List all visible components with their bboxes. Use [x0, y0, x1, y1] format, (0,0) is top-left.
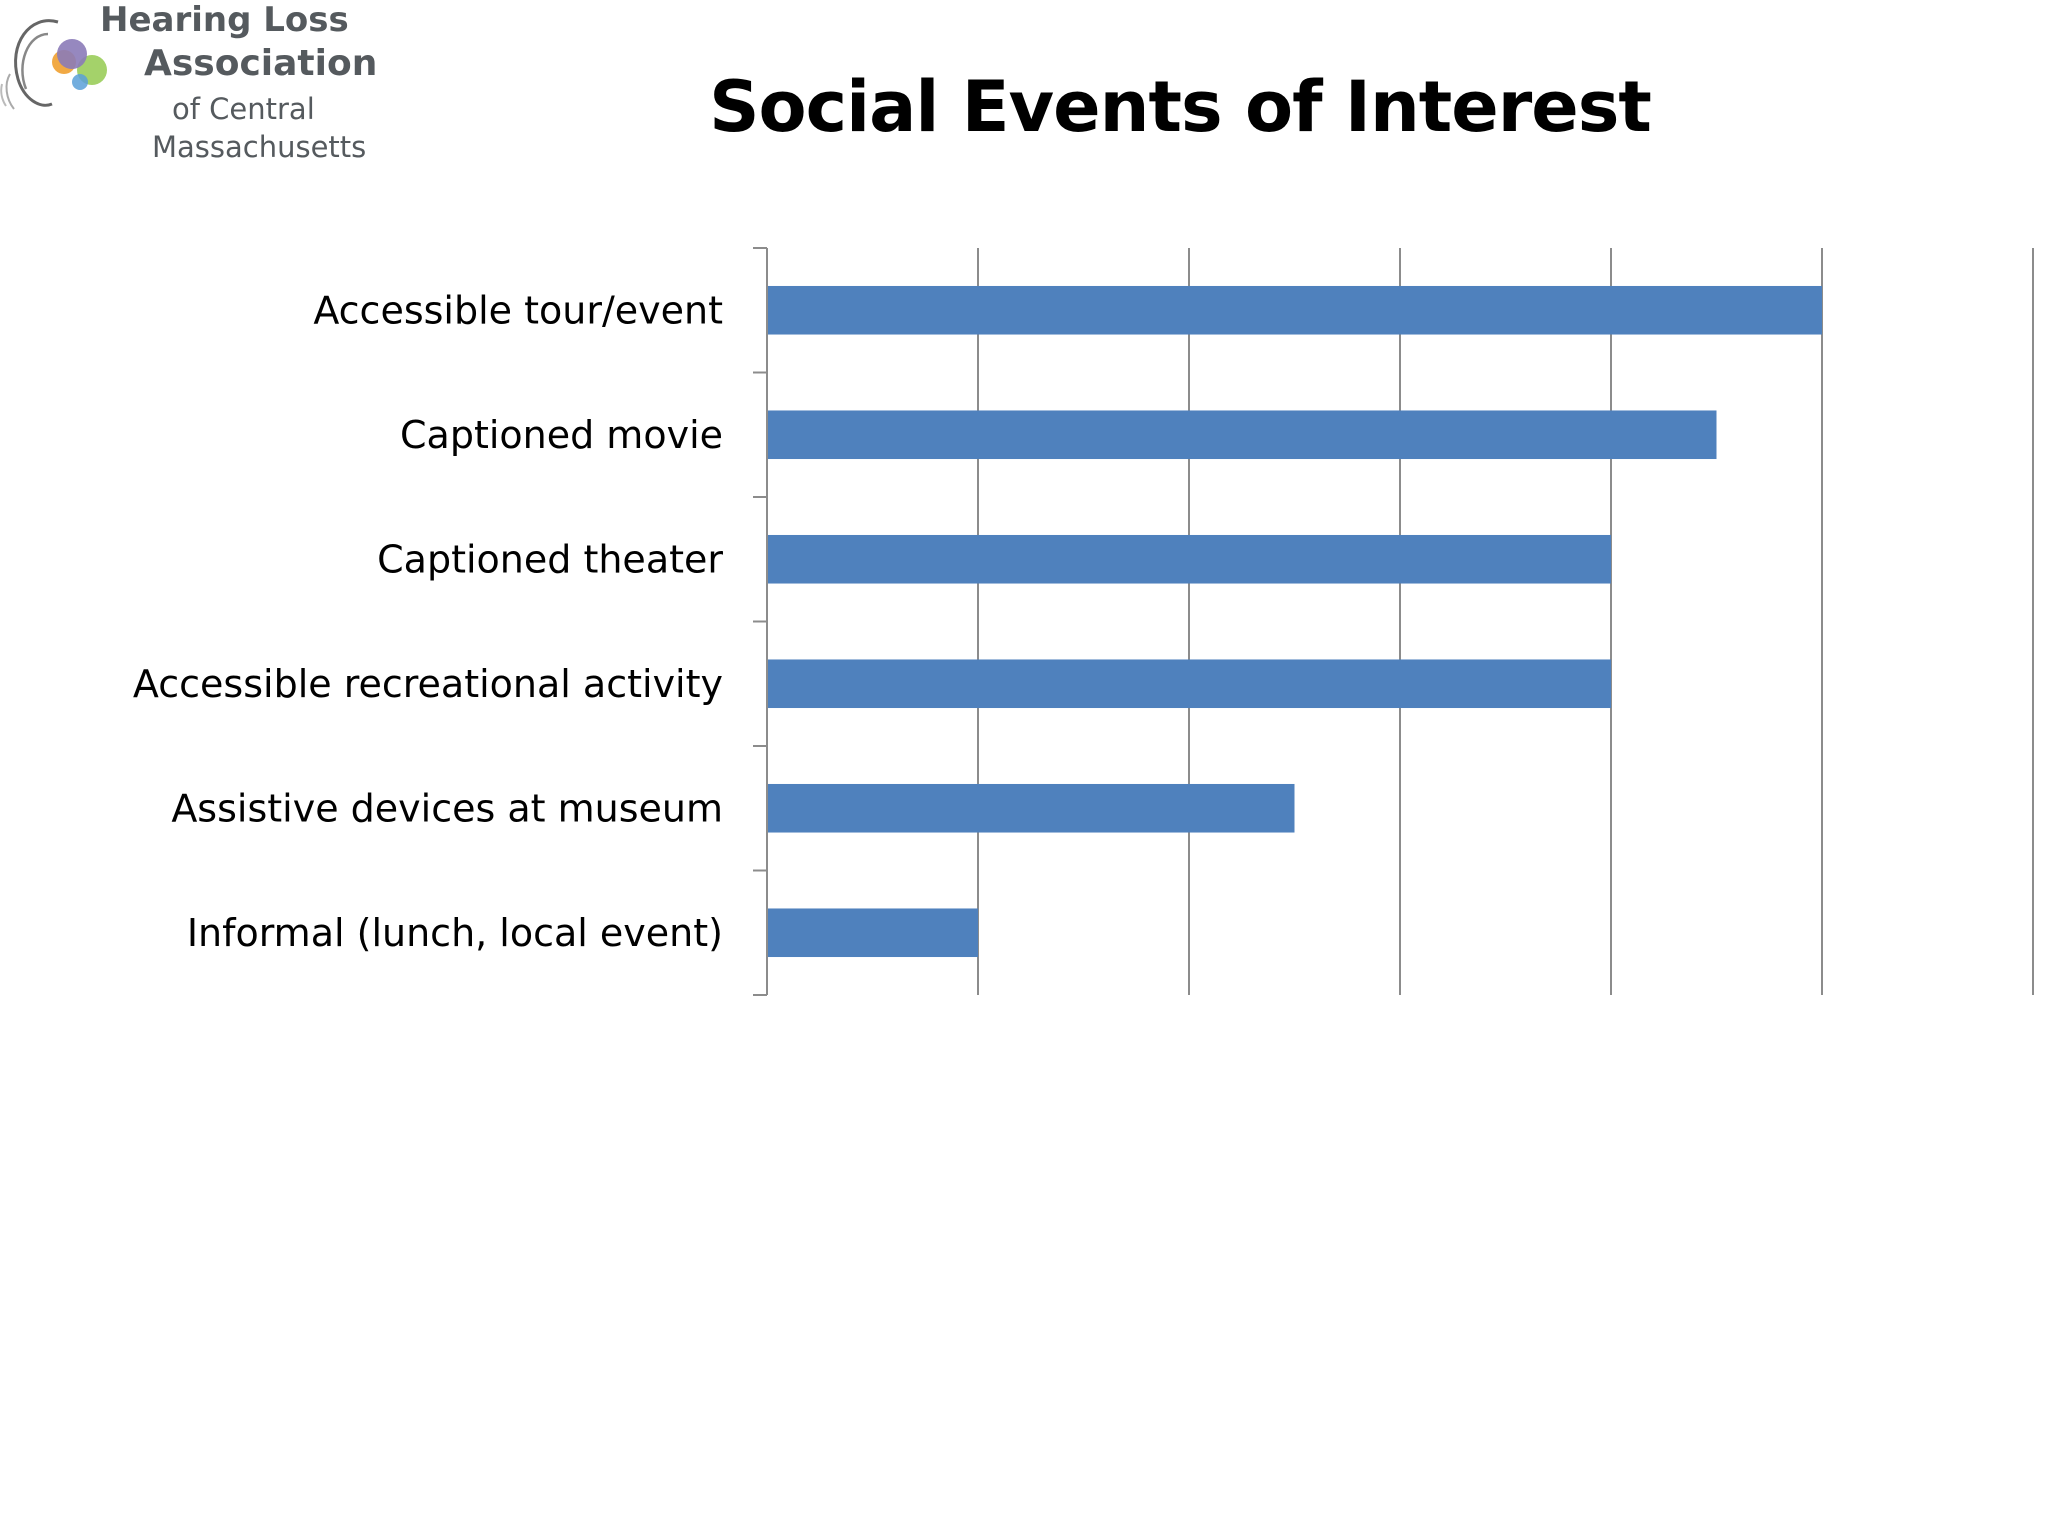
category-label: Captioned theater — [377, 537, 723, 581]
logo-text-line-4: Massachusetts — [152, 130, 367, 164]
bar — [767, 783, 1295, 833]
category-labels: Accessible tour/event Captioned movie Capt… — [133, 288, 723, 955]
bar — [767, 908, 978, 958]
bar — [767, 410, 1717, 460]
logo-blue-dot — [72, 74, 88, 90]
category-label: Assistive devices at museum — [171, 786, 723, 830]
category-label: Accessible recreational activity — [133, 662, 723, 706]
y-axis — [753, 247, 768, 996]
category-label: Captioned movie — [400, 413, 723, 457]
chart-title: Social Events of Interest — [709, 66, 1652, 148]
category-label: Informal (lunch, local event) — [187, 911, 723, 955]
logo: Hearing Loss Association of Central Mass… — [0, 0, 377, 178]
bar — [767, 534, 1611, 584]
logo-text-line-2: Association — [144, 43, 378, 84]
logo-purple-dot — [57, 39, 87, 69]
logo-swirl-icon — [0, 19, 107, 110]
grid-lines — [977, 248, 2034, 995]
logo-text-line-1: Hearing Loss — [100, 0, 349, 40]
bar — [767, 659, 1611, 709]
category-label: Accessible tour/event — [313, 288, 723, 332]
bars — [767, 285, 1822, 958]
bar — [767, 285, 1822, 335]
logo-text-line-3: of Central — [172, 92, 315, 126]
